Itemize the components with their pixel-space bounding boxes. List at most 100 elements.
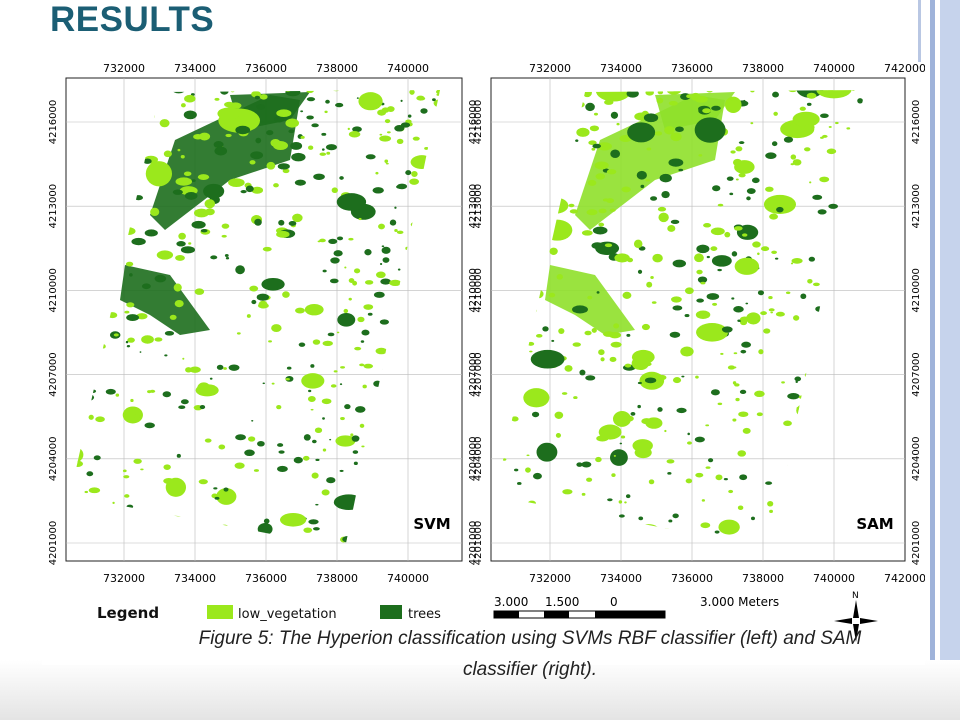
vegetation-patch [758,349,764,355]
vegetation-patch [88,414,94,420]
vegetation-patch [223,487,229,492]
x-tick-label: 736000 [245,572,287,585]
vegetation-patch [180,154,185,159]
vegetation-patch [591,147,596,151]
vegetation-patch [783,420,792,427]
y-tick-label: 4210000 [48,268,59,313]
vegetation-patch [411,170,418,177]
vegetation-patch [310,364,315,368]
vegetation-patch [218,444,226,450]
vegetation-patch [819,176,830,183]
vegetation-patch [271,382,275,385]
vegetation-patch [572,342,581,347]
vegetation-patch [321,398,332,405]
y-tick-label: 4210000 [473,268,484,313]
vegetation-patch [678,168,684,172]
vegetation-patch [769,213,778,220]
vegetation-patch [614,253,630,263]
vegetation-patch [378,223,385,230]
vegetation-patch [800,293,807,300]
vegetation-patch [561,392,568,395]
vegetation-patch [734,257,760,275]
vegetation-patch [145,161,173,187]
scale-label: 3.000 [494,595,528,609]
vegetation-patch [340,366,345,369]
vegetation-patch [409,178,419,185]
map-label: SVM [413,515,450,533]
vegetation-patch [562,489,573,495]
vegetation-patch [356,97,359,99]
vegetation-patch [303,434,311,441]
vegetation-patch [331,187,338,194]
vegetation-patch [394,229,398,233]
vegetation-patch [255,137,262,144]
vegetation-patch [306,115,314,120]
vegetation-patch [361,329,370,336]
north-label: N [852,591,859,601]
vegetation-patch [668,519,673,523]
vegetation-patch [302,455,310,461]
vegetation-patch [536,334,543,338]
vegetation-patch [336,236,344,241]
vegetation-patch [382,257,390,263]
vegetation-patch [131,237,146,246]
vegetation-patch [701,499,705,502]
vegetation-patch [645,417,663,429]
vegetation-patch [213,141,224,149]
vegetation-patch [375,347,388,355]
vegetation-patch [804,147,811,152]
vegetation-patch [139,351,142,353]
vegetation-patch [746,196,751,201]
vegetation-patch [384,119,391,124]
vegetation-patch [626,333,631,337]
vegetation-patch [165,477,187,497]
vegetation-patch [175,255,185,261]
vegetation-patch [235,265,245,275]
vegetation-patch [344,266,347,269]
y-tick-label: 4207000 [48,352,59,397]
vegetation-patch [787,393,800,400]
vegetation-patch [616,122,620,126]
vegetation-patch [144,422,155,429]
vegetation-patch [592,143,601,149]
vegetation-patch [684,314,690,318]
vegetation-patch [379,133,383,136]
vegetation-patch [530,349,565,369]
vegetation-patch [545,265,635,335]
vegetation-patch [651,301,657,304]
vegetation-patch [743,99,746,102]
vegetation-patch [741,233,748,237]
vegetation-patch [329,438,332,441]
vegetation-patch [737,505,744,511]
vegetation-patch [763,328,771,334]
vegetation-patch [347,127,350,130]
vegetation-patch [657,374,667,381]
caption-line: classifier (right). [462,659,598,680]
vegetation-patch [247,436,256,442]
vegetation-patch [291,152,306,162]
vegetation-patch [282,168,290,174]
vegetation-patch [576,127,590,137]
vegetation-patch [846,127,851,130]
vegetation-patch [604,99,614,105]
vegetation-patch [706,255,710,259]
vegetation-patch [750,516,756,521]
vegetation-patch [169,314,177,320]
vegetation-patch [396,184,404,189]
vegetation-patch [203,183,225,199]
vegetation-patch [531,411,540,418]
x-tick-label: 742000 [884,572,925,585]
vegetation-patch [224,101,235,108]
vegetation-patch [795,380,798,383]
vegetation-patch [322,148,325,151]
vegetation-patch [308,145,314,150]
vegetation-patch [656,97,664,104]
vegetation-patch [308,519,319,525]
vegetation-patch [315,458,320,462]
vegetation-patch [670,132,682,142]
vegetation-patch [276,109,292,118]
vegetation-patch [585,375,596,381]
vegetation-patch [266,161,276,170]
vegetation-patch [268,340,272,343]
y-tick-label: 4216000 [473,100,484,145]
